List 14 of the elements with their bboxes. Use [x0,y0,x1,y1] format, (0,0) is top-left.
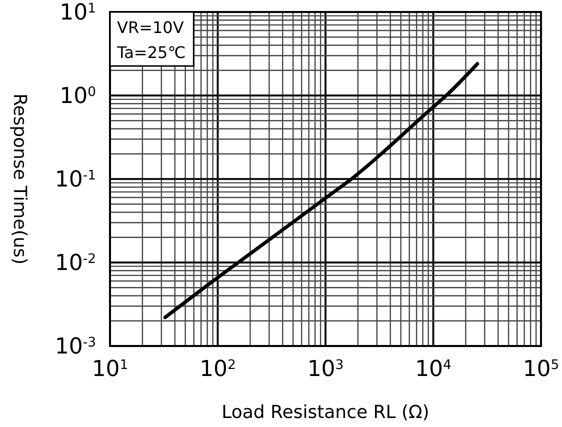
y-axis-title: Response Time(us) [9,93,30,265]
y-tick-label: 10$^{0}$ [60,84,96,110]
x-tick-label: 10$^{2}$ [200,357,236,382]
y-tick-label: 10$^{-3}$ [54,334,96,360]
x-tick-label: 10$^{3}$ [307,357,344,382]
annotation: Ta=25℃ [116,43,186,62]
x-tick-label: 10$^{4}$ [415,357,452,382]
x-tick-label: 10$^{5}$ [522,357,560,382]
y-tick-label: 10$^{-1}$ [54,168,96,193]
annotation: VR=10V [117,18,184,37]
y-tick-label: 10$^{-2}$ [54,251,96,276]
x-axis-title: Load Resistance RL (Ω) [222,402,430,423]
x-tick-label: 10$^{1}$ [92,357,128,382]
y-tick-label: 10$^{1}$ [60,0,96,26]
